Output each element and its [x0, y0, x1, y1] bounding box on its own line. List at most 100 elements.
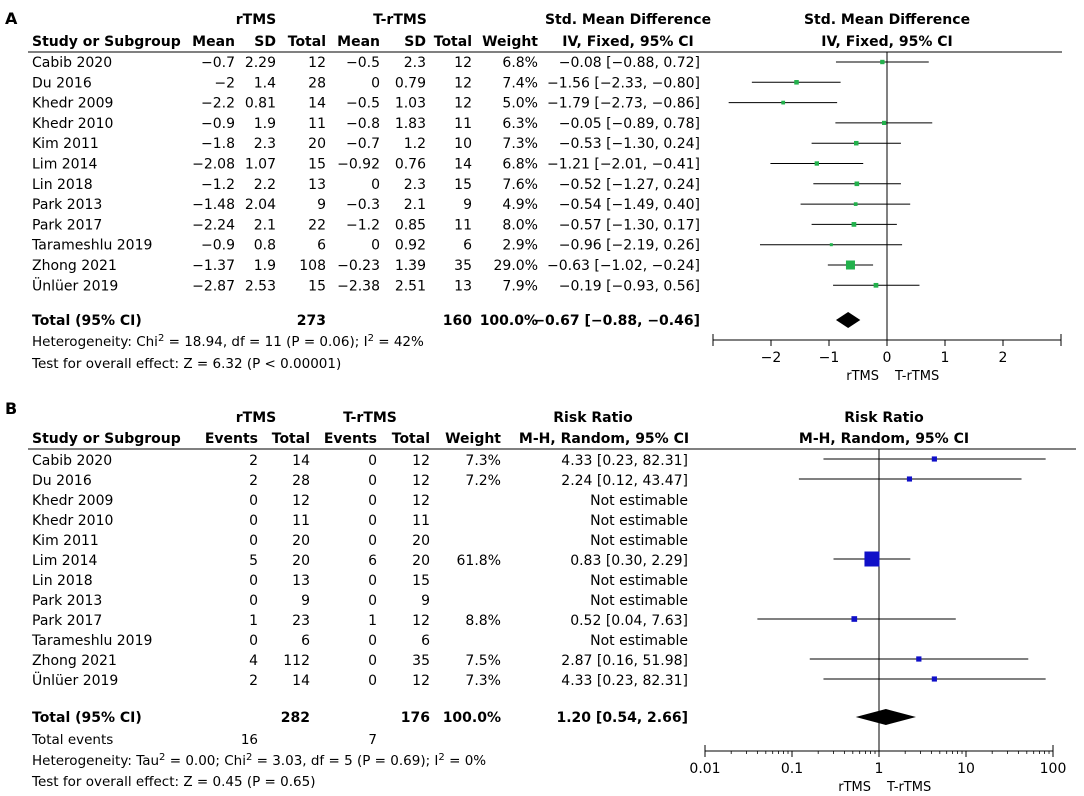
study-estimate-marker [873, 282, 879, 288]
panel-a-effect-method: IV, Fixed, 95% CI [562, 34, 693, 50]
panel-b-label: B [5, 399, 17, 418]
panel-a-row-mean1: −0.9 [201, 238, 235, 254]
study-estimate-marker [794, 80, 799, 85]
panel-b-plot-method: M-H, Random, 95% CI [799, 431, 969, 447]
panel-b-row-total2: 12 [412, 453, 430, 469]
panel-a-row-sd2: 1.39 [395, 258, 426, 274]
panel-a-row-study: Khedr 2010 [32, 116, 113, 132]
panel-b-row-study: Zhong 2021 [32, 653, 117, 669]
panel-b-col-study: Study or Subgroup [32, 431, 181, 447]
panel-b: B rTMS T-rTMS Risk Ratio Risk Ratio Stud… [5, 399, 1076, 795]
panel-b-row-total2: 35 [412, 653, 430, 669]
panel-b-effect-method: M-H, Random, 95% CI [519, 431, 689, 447]
panel-a-row-mean1: −1.48 [192, 197, 235, 213]
panel-a-row-total2: 12 [454, 96, 472, 112]
panel-a-row-weight: 7.9% [502, 278, 538, 294]
panel-a-row-sd1: 1.9 [254, 258, 276, 274]
panel-a-row-total1: 12 [308, 55, 326, 71]
panel-b-row-ci_text: 2.24 [0.12, 43.47] [561, 473, 688, 489]
study-estimate-marker [916, 656, 922, 662]
panel-b-row-study: Park 2013 [32, 593, 102, 609]
panel-a-row-total1: 9 [317, 197, 326, 213]
panel-a-row-total2: 13 [454, 278, 472, 294]
panel-b-overall-effect: Test for overall effect: Z = 0.45 (P = 0… [31, 774, 316, 790]
panel-a-row-study: Park 2013 [32, 197, 102, 213]
panel-a-row-ci_text: −0.63 [−1.02, −0.24] [547, 258, 700, 274]
panel-a: A rTMS T-rTMS Std. Mean Difference Std. … [5, 9, 1062, 384]
panel-a-forest-plot: −2 −1 0 1 2 rTMS T-rTMS [712, 52, 1062, 384]
panel-a-row-total1: 11 [308, 116, 326, 132]
panel-b-row-events1: 2 [249, 453, 258, 469]
panel-a-row-ci_text: −0.57 [−1.30, 0.17] [559, 217, 700, 233]
panel-a-plot-title: Std. Mean Difference [804, 12, 970, 28]
panel-a-row-total1: 15 [308, 157, 326, 173]
panel-b-row-total1: 11 [292, 513, 310, 529]
panel-a-row-sd1: 1.9 [254, 116, 276, 132]
panel-b-forest-plot: 0.01 0.1 1 10 100 rTMS T-rTMS [689, 449, 1066, 795]
panel-a-row-sd2: 0.92 [395, 238, 426, 254]
panel-a-row-study: Lin 2018 [32, 177, 93, 193]
panel-b-total1: 282 [281, 710, 310, 726]
panel-b-row-events1: 0 [249, 533, 258, 549]
x-axis-right-label: T-rTMS [886, 780, 931, 795]
panel-b-row-weight: 7.5% [465, 653, 501, 669]
panel-b-row-study: Ünlüer 2019 [32, 671, 118, 689]
panel-a-row-sd2: 1.2 [404, 136, 426, 152]
panel-b-row-total2: 11 [412, 513, 430, 529]
panel-a-row-sd1: 0.81 [245, 96, 276, 112]
panel-b-col-events1: Events [205, 431, 258, 447]
panel-b-row-ci_text: Not estimable [590, 533, 688, 549]
panel-a-row-sd1: 0.8 [254, 238, 276, 254]
panel-a-row-ci_text: −0.52 [−1.27, 0.24] [559, 177, 700, 193]
x-axis-tick-label: 0 [883, 350, 892, 366]
panel-b-row-ci_text: Not estimable [590, 593, 688, 609]
panel-b-row-events2: 6 [368, 553, 377, 569]
panel-b-row-total1: 13 [292, 573, 310, 589]
x-axis-tick-label: 100 [1040, 761, 1067, 777]
panel-a-row-study: Kim 2011 [32, 136, 99, 152]
panel-a-row-weight: 6.3% [502, 116, 538, 132]
panel-b-row-events2: 0 [368, 573, 377, 589]
panel-a-row-ci_text: −0.54 [−1.49, 0.40] [559, 197, 700, 213]
panel-a-row-total2: 10 [454, 136, 472, 152]
panel-a-row-ci_text: −0.05 [−0.89, 0.78] [559, 116, 700, 132]
x-axis-tick-label: 0.1 [781, 761, 803, 777]
panel-a-row-total2: 12 [454, 55, 472, 71]
panel-a-row-mean2: 0 [371, 75, 380, 91]
panel-a-row-mean1: −2.08 [192, 157, 235, 173]
panel-a-col-sd1: SD [254, 34, 276, 50]
study-estimate-marker [931, 456, 937, 462]
panel-a-row-sd1: 2.29 [245, 55, 276, 71]
panel-a-row-mean1: −2 [214, 75, 235, 91]
panel-a-row-total2: 11 [454, 217, 472, 233]
x-axis-tick-label: 0.01 [689, 761, 720, 777]
panel-b-row-study: Kim 2011 [32, 533, 99, 549]
study-estimate-marker [931, 676, 937, 682]
panel-a-row-mean2: −0.23 [337, 258, 380, 274]
panel-a-row-mean1: −2.2 [201, 96, 235, 112]
panel-b-row-events1: 0 [249, 513, 258, 529]
panel-b-row-total2: 12 [412, 493, 430, 509]
panel-b-row-events1: 2 [249, 473, 258, 489]
panel-a-row-sd2: 0.79 [395, 75, 426, 91]
panel-a-row-weight: 5.0% [502, 96, 538, 112]
panel-a-row-ci_text: −1.56 [−2.33, −0.80] [547, 75, 700, 91]
panel-a-row-sd1: 2.1 [254, 217, 276, 233]
panel-a-group2-header: T-rTMS [373, 12, 427, 28]
panel-b-row-total2: 12 [412, 673, 430, 689]
panel-a-col-study: Study or Subgroup [32, 34, 181, 50]
panel-a-row-ci_text: −0.96 [−2.19, 0.26] [559, 238, 700, 254]
panel-b-effect-title: Risk Ratio [553, 410, 633, 426]
x-axis-tick-label: −1 [819, 350, 840, 366]
panel-b-row-ci_text: Not estimable [590, 633, 688, 649]
panel-b-row-events1: 0 [249, 573, 258, 589]
panel-a-row-weight: 7.6% [502, 177, 538, 193]
panel-b-row-weight: 8.8% [465, 613, 501, 629]
panel-b-row-study: Tarameshlu 2019 [31, 633, 152, 649]
study-estimate-marker [906, 476, 913, 482]
panel-b-total-events1: 16 [241, 732, 258, 748]
panel-b-row-study: Khedr 2009 [32, 493, 113, 509]
panel-b-col-total1: Total [272, 431, 310, 447]
panel-b-total-events2: 7 [368, 732, 377, 748]
panel-b-row-events2: 0 [368, 673, 377, 689]
